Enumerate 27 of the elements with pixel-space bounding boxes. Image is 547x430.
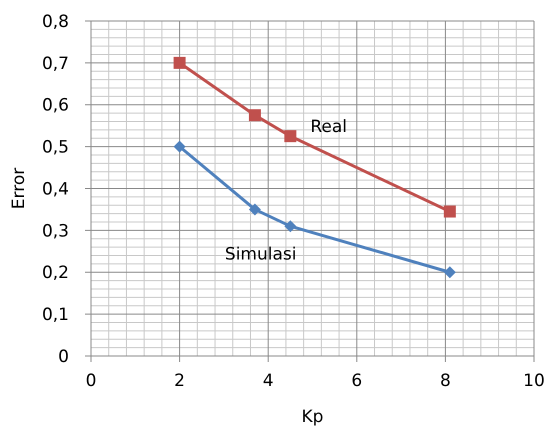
y-tick-label: 0,6 bbox=[42, 96, 69, 116]
point bbox=[284, 220, 296, 232]
x-tick-label: 2 bbox=[174, 371, 186, 391]
x-tick-label: 0 bbox=[86, 371, 96, 391]
point bbox=[174, 56, 186, 69]
y-tick-label: 0,5 bbox=[42, 138, 69, 158]
point bbox=[284, 130, 296, 142]
point bbox=[444, 206, 456, 218]
x-tick-label: 8 bbox=[440, 371, 451, 391]
x-tick-label: 10 bbox=[523, 371, 545, 391]
y-axis-title: Error bbox=[9, 168, 29, 210]
y-tick-label: 0,2 bbox=[42, 263, 69, 284]
y-tick-label: 0,1 bbox=[42, 305, 69, 326]
y-tick-label: 0,8 bbox=[42, 12, 69, 32]
point bbox=[248, 109, 261, 122]
y-tick-label: 0,4 bbox=[42, 179, 69, 200]
series-label: Real bbox=[310, 117, 348, 138]
x-tick-label: 6 bbox=[351, 371, 362, 391]
point bbox=[174, 140, 186, 153]
series-label: Simulasi bbox=[224, 244, 296, 264]
x-tick-label: 4 bbox=[262, 371, 274, 391]
y-tick-label: 0,7 bbox=[42, 54, 69, 74]
point bbox=[248, 203, 261, 216]
x-axis-title: Kp bbox=[302, 407, 324, 427]
point bbox=[444, 266, 456, 278]
y-tick-label: 0 bbox=[58, 346, 69, 367]
y-tick-label: 0,3 bbox=[42, 221, 69, 242]
